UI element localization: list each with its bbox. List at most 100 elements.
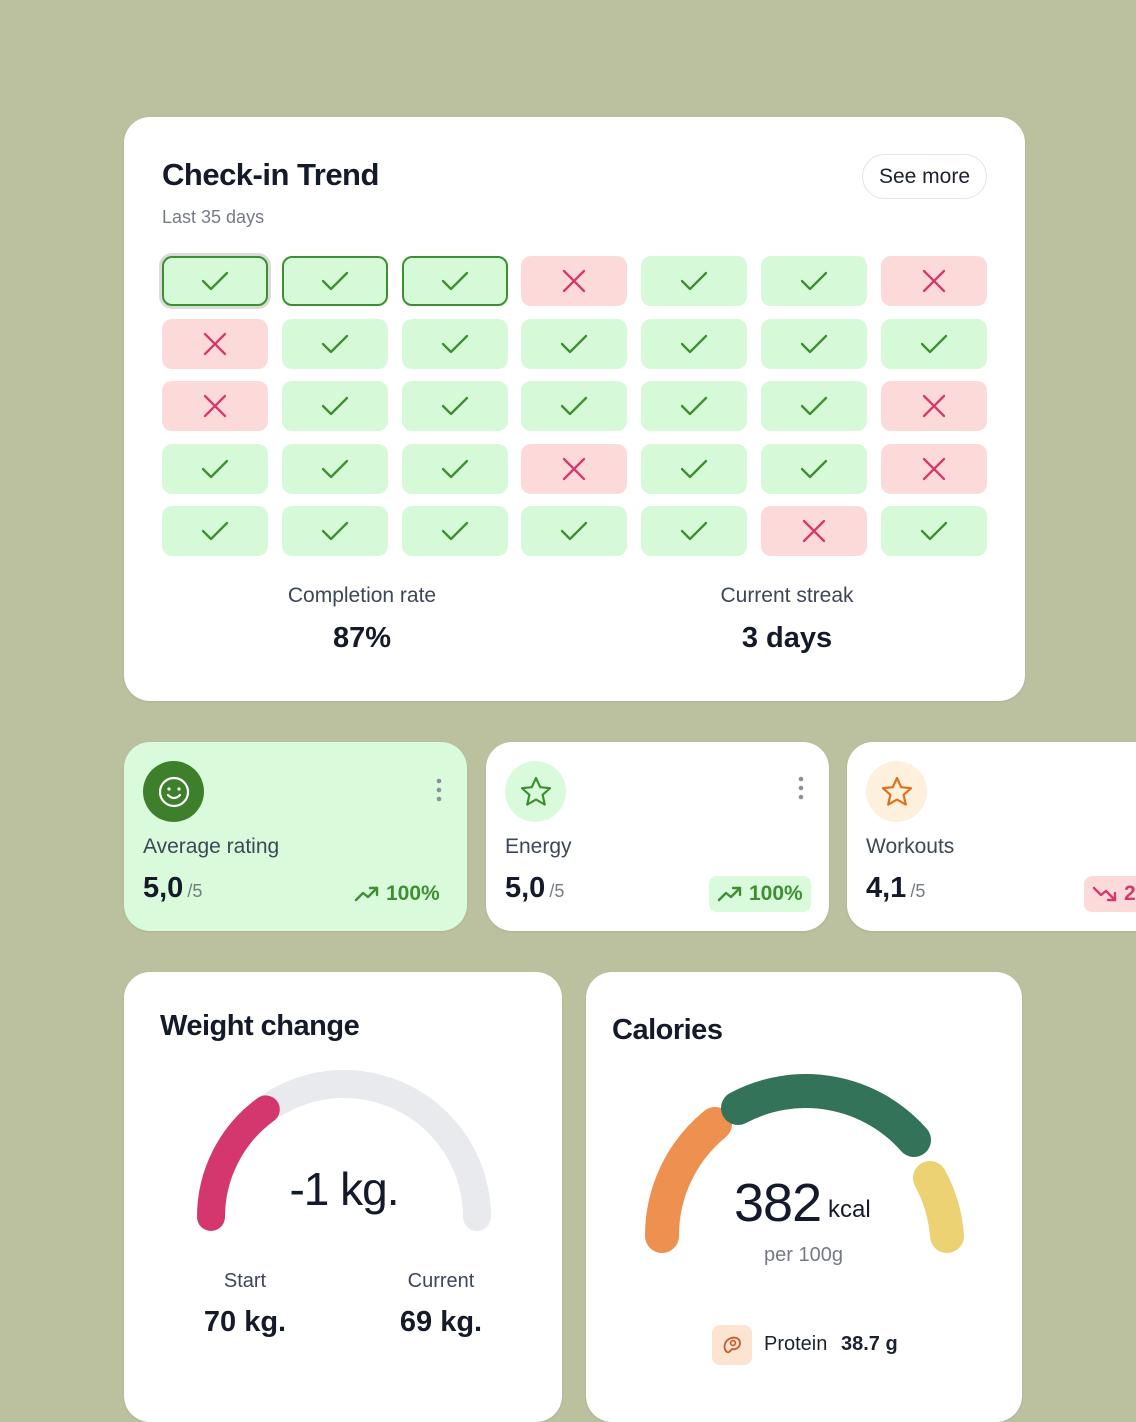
- checkin-day-completed[interactable]: [281, 443, 388, 494]
- checkin-day-completed[interactable]: [761, 381, 867, 432]
- check-icon: [201, 271, 229, 291]
- checkin-subtitle: Last 35 days: [162, 207, 265, 227]
- star-icon: [505, 761, 566, 822]
- checkin-day-completed[interactable]: [401, 506, 508, 557]
- checkin-day-completed[interactable]: [401, 318, 508, 369]
- checkin-day-completed[interactable]: [641, 381, 748, 432]
- checkin-day-completed[interactable]: [641, 506, 748, 557]
- more-options-icon[interactable]: [797, 776, 805, 804]
- checkin-day-completed[interactable]: [162, 256, 268, 306]
- cross-icon: [203, 395, 227, 418]
- weight-gauge: [197, 1070, 491, 1231]
- calorie-segment-green: [721, 1074, 931, 1157]
- cross-icon: [922, 395, 945, 418]
- checkin-day-completed[interactable]: [401, 443, 508, 494]
- checkin-day-missed[interactable]: [162, 381, 268, 432]
- checkin-day-completed[interactable]: [162, 506, 268, 557]
- checkin-title: Check-in Trend: [162, 157, 379, 192]
- current-label: Current: [407, 1270, 475, 1292]
- checkin-day-missed[interactable]: [162, 318, 268, 369]
- trend-up-icon: [354, 886, 379, 902]
- calories-subtitle: per 100g: [764, 1244, 843, 1266]
- metric-value: 5,0/5: [143, 872, 203, 904]
- checkin-trend-card: Check-in Trend Last 35 days See more Com…: [124, 117, 1025, 701]
- checkin-day-completed[interactable]: [281, 256, 388, 306]
- meat-icon: [712, 1325, 752, 1365]
- current-value: 69 kg.: [399, 1306, 483, 1338]
- checkin-day-completed[interactable]: [761, 318, 867, 369]
- check-icon: [920, 334, 947, 353]
- check-icon: [920, 522, 947, 541]
- checkin-day-completed[interactable]: [521, 506, 628, 557]
- weight-change-value: -1 kg.: [289, 1163, 399, 1215]
- check-icon: [441, 334, 468, 353]
- trend-badge: 100%: [709, 876, 811, 912]
- checkin-day-completed[interactable]: [641, 318, 748, 369]
- checkin-day-completed[interactable]: [521, 318, 628, 369]
- completion-rate-value: 87%: [332, 622, 392, 654]
- checkin-day-completed[interactable]: [761, 443, 867, 494]
- check-icon: [800, 459, 828, 478]
- checkin-day-missed[interactable]: [880, 381, 987, 432]
- calories-gauge: [644, 1074, 964, 1253]
- more-options-icon[interactable]: [435, 776, 443, 804]
- see-more-button[interactable]: See more: [862, 154, 987, 199]
- checkin-day-completed[interactable]: [401, 256, 508, 306]
- check-icon: [800, 334, 828, 353]
- checkin-day-missed[interactable]: [521, 256, 628, 306]
- weight-change-card: Weight change -1 kg. Start 70 kg. Curren…: [124, 972, 562, 1422]
- current-streak-label: Current streak: [720, 584, 854, 607]
- check-icon: [561, 334, 588, 353]
- check-icon: [441, 522, 468, 541]
- start-value: 70 kg.: [203, 1306, 287, 1338]
- calorie-segment-yellow: [913, 1161, 964, 1253]
- weight-title: Weight change: [160, 1010, 360, 1042]
- cross-icon: [922, 457, 945, 480]
- trend-up-icon: [717, 886, 742, 902]
- workouts-card[interactable]: Workouts 4,1/5 27: [847, 742, 1136, 931]
- cross-icon: [563, 269, 586, 293]
- check-icon: [561, 522, 588, 541]
- checkin-day-missed[interactable]: [521, 443, 628, 494]
- star-icon: [866, 761, 927, 822]
- checkin-day-completed[interactable]: [162, 443, 268, 494]
- trend-badge: 27: [1084, 876, 1136, 912]
- checkin-day-missed[interactable]: [880, 443, 987, 494]
- check-icon: [441, 271, 468, 291]
- checkin-day-completed[interactable]: [401, 381, 508, 432]
- protein-label: Protein: [764, 1333, 828, 1355]
- smiley-icon: [143, 761, 204, 822]
- weight-progress-arc: [197, 1095, 280, 1231]
- protein-value: 38.7 g: [841, 1333, 898, 1355]
- cross-icon: [563, 457, 586, 480]
- checkin-day-missed[interactable]: [761, 506, 867, 557]
- checkin-day-completed[interactable]: [281, 506, 388, 557]
- check-icon: [800, 271, 828, 291]
- check-icon: [681, 459, 708, 478]
- checkin-day-completed[interactable]: [880, 506, 987, 557]
- average-rating-card[interactable]: Average rating 5,0/5 100%: [124, 742, 467, 931]
- check-icon: [561, 397, 588, 416]
- calories-unit: kcal: [828, 1196, 871, 1223]
- checkin-day-completed[interactable]: [521, 381, 628, 432]
- checkin-day-completed[interactable]: [641, 256, 748, 306]
- checkin-day-missed[interactable]: [880, 256, 987, 306]
- calories-value: 382: [734, 1173, 822, 1233]
- checkin-day-completed[interactable]: [641, 443, 748, 494]
- energy-card[interactable]: Energy 5,0/5 100%: [486, 742, 829, 931]
- metric-label: Energy: [505, 835, 572, 858]
- check-icon: [681, 334, 708, 353]
- checkin-day-completed[interactable]: [761, 256, 867, 306]
- checkin-day-completed[interactable]: [281, 381, 388, 432]
- checkin-day-completed[interactable]: [281, 318, 388, 369]
- metric-value: 4,1/5: [866, 872, 926, 904]
- check-icon: [681, 271, 708, 291]
- check-icon: [321, 459, 348, 478]
- check-icon: [800, 397, 828, 416]
- check-icon: [441, 459, 468, 478]
- check-icon: [681, 522, 708, 541]
- check-icon: [681, 397, 708, 416]
- checkin-day-completed[interactable]: [880, 318, 987, 369]
- cross-icon: [802, 520, 826, 543]
- check-icon: [321, 522, 348, 541]
